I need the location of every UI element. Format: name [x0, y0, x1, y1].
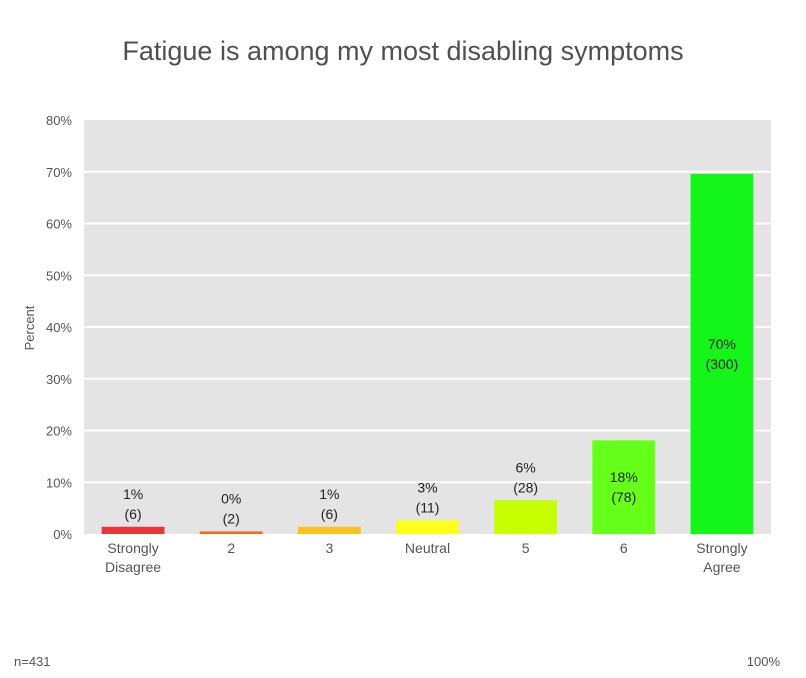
bar-percent-label: 1%	[123, 486, 143, 502]
total-percent-label: 100%	[746, 654, 780, 669]
bar	[297, 526, 361, 534]
y-axis-ticks: 0% 10% 20% 30% 40% 50% 60% 70% 80%	[46, 113, 72, 542]
y-tick-label: 60%	[46, 217, 72, 232]
bar	[199, 531, 263, 534]
x-tick-label: Strongly	[696, 540, 747, 556]
bar	[494, 500, 558, 534]
x-tick-label: 2	[227, 540, 235, 556]
bar-count-label: (6)	[125, 506, 142, 522]
x-axis-ticks: Strongly Disagree 2 3 Neutral 5 6 Strongly Agree	[105, 540, 748, 575]
bar-percent-label: 0%	[221, 490, 241, 506]
bar	[690, 173, 754, 534]
y-tick-label: 40%	[46, 320, 72, 335]
bar-percent-label: 3%	[417, 480, 437, 496]
bar	[396, 520, 459, 534]
bar	[592, 440, 656, 534]
y-tick-label: 30%	[46, 372, 72, 387]
y-tick-label: 50%	[46, 268, 72, 283]
bar-count-label: (28)	[513, 479, 538, 495]
chart-title: Fatigue is among my most disabling sympt…	[122, 36, 684, 66]
x-tick-label: 6	[620, 540, 628, 556]
x-tick-label: Agree	[703, 559, 741, 575]
bar-count-label: (6)	[321, 506, 338, 522]
grid-lines	[84, 170, 771, 484]
data-labels: 1% (6) 0% (2) 1% (6) 3% (11) 6% (28) 18% (78) 70% (30…	[123, 336, 738, 527]
bar-count-label: (300)	[706, 356, 739, 372]
sample-size-label: n=431	[14, 654, 51, 669]
bar-percent-label: 70%	[708, 336, 736, 352]
x-tick-label: Disagree	[105, 559, 161, 575]
y-tick-label: 80%	[46, 113, 72, 128]
x-tick-label: 3	[325, 540, 333, 556]
bar-percent-label: 6%	[516, 459, 536, 475]
y-tick-label: 10%	[46, 475, 72, 490]
y-tick-label: 20%	[46, 424, 72, 439]
x-tick-label: 5	[522, 540, 530, 556]
bar-percent-label: 1%	[319, 486, 339, 502]
y-axis-label: Percent	[22, 305, 37, 350]
y-tick-label: 0%	[53, 527, 72, 542]
y-tick-label: 70%	[46, 165, 72, 180]
bar-percent-label: 18%	[610, 469, 638, 485]
bars	[101, 173, 754, 534]
x-tick-label: Strongly	[107, 540, 158, 556]
bar-count-label: (2)	[223, 510, 240, 526]
bar-count-label: (11)	[416, 500, 440, 516]
x-tick-label: Neutral	[405, 540, 450, 556]
bar	[101, 526, 165, 534]
bar-count-label: (78)	[611, 489, 636, 505]
